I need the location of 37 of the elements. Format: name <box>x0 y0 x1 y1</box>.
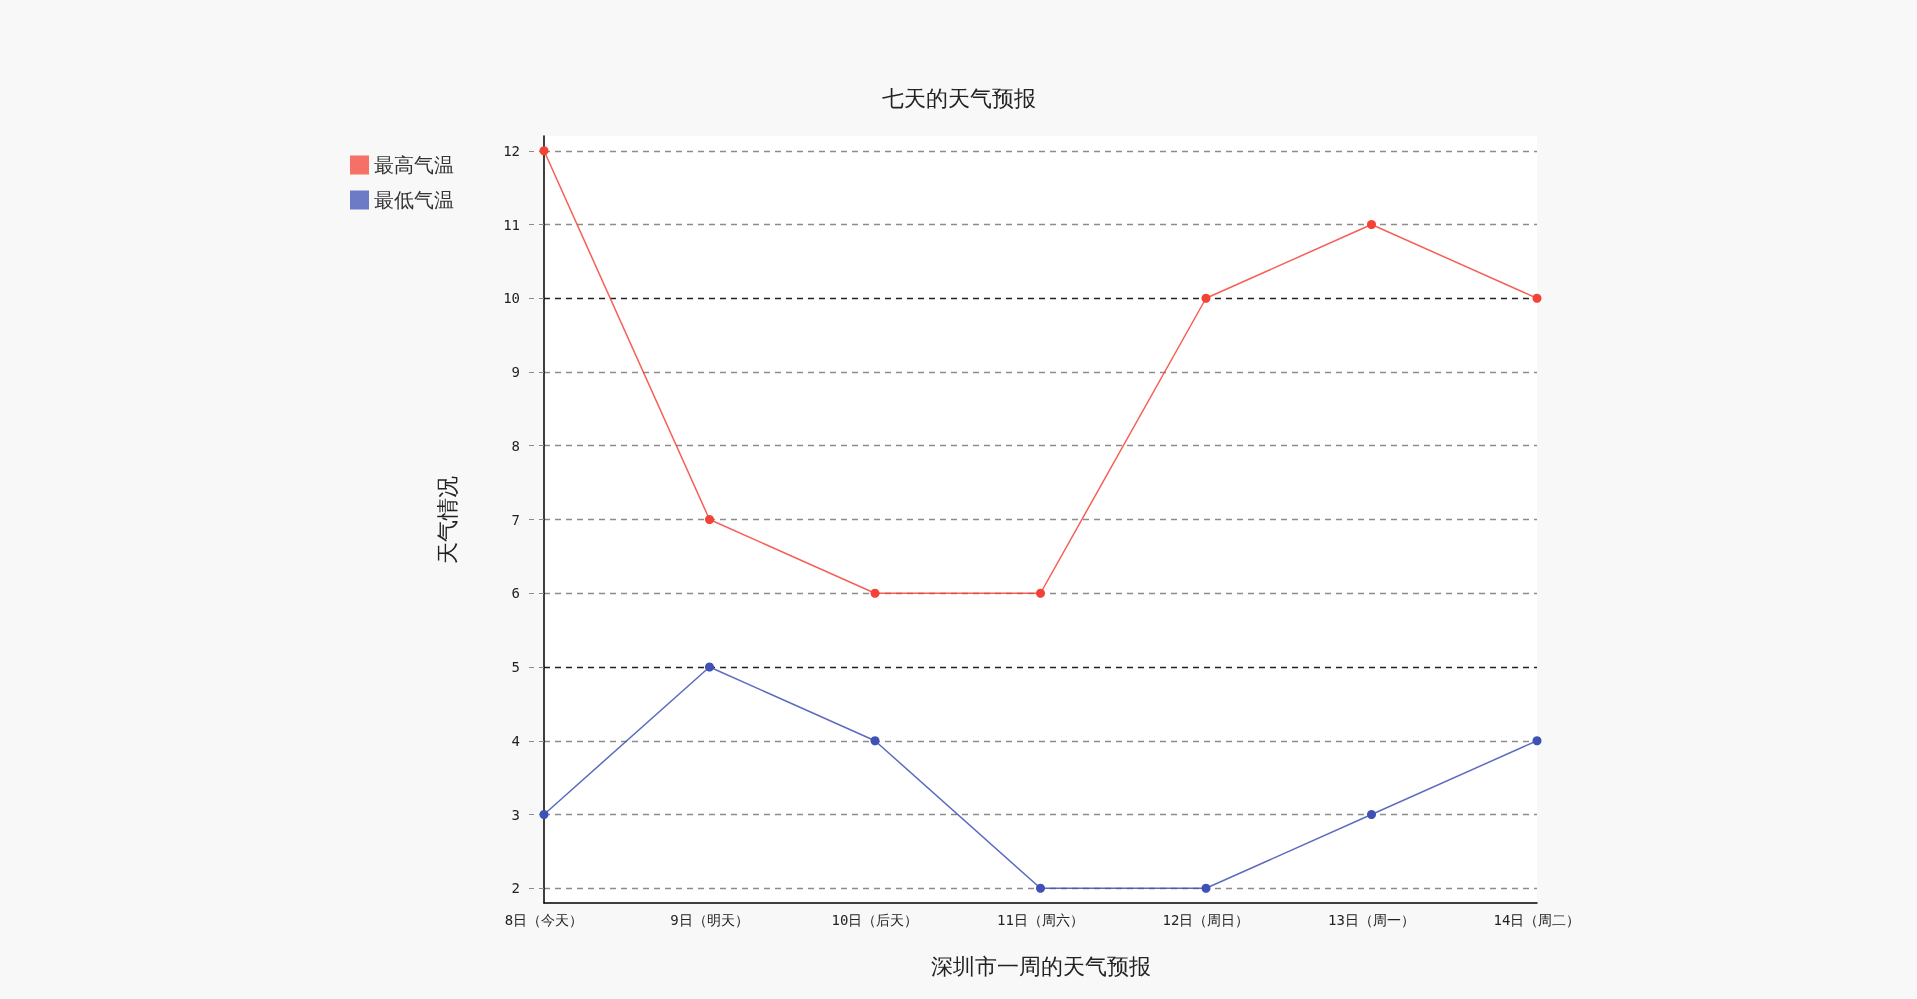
y-axis-title: 天气情况 <box>434 475 460 564</box>
point <box>539 146 549 156</box>
y-tick-label: 2 <box>511 880 520 897</box>
point <box>1201 883 1211 893</box>
point <box>1367 810 1376 819</box>
chart-title: 七天的天气预报 <box>881 85 1036 111</box>
x-tick-label: 9日（明天） <box>670 912 749 928</box>
x-tick-label: 12日（周日） <box>1162 912 1250 928</box>
point <box>1532 736 1542 746</box>
x-tick-label: 14日（周二） <box>1493 912 1581 928</box>
point <box>1036 588 1045 598</box>
x-tick-label: 13日（周一） <box>1328 912 1415 928</box>
y-tick-label: 3 <box>511 806 520 823</box>
x-tick-label: 10日（后天） <box>831 912 919 928</box>
point <box>1367 220 1376 229</box>
y-tick-label: 5 <box>511 659 520 675</box>
x-axis-title: 深圳市一周的天气预报 <box>930 953 1151 979</box>
point <box>1201 293 1211 303</box>
point <box>1036 883 1045 893</box>
point <box>1532 293 1542 303</box>
y-tick-label: 6 <box>511 585 520 602</box>
legend-label: 最高气温 <box>374 154 454 176</box>
x-tick-label: 8日（今天） <box>504 912 584 928</box>
point <box>705 515 714 524</box>
legend-label: 最低气温 <box>374 189 454 211</box>
x-tick-label: 11日（周六） <box>997 912 1084 928</box>
y-tick-label: 4 <box>511 732 520 749</box>
y-tick-label: 10 <box>503 290 520 307</box>
y-tick-label: 8 <box>511 437 520 454</box>
point <box>705 662 714 672</box>
y-tick-label: 9 <box>511 364 520 380</box>
y-tick-label: 12 <box>503 142 520 159</box>
y-tick-label: 11 <box>503 216 520 233</box>
y-tick-label: 7 <box>511 511 520 528</box>
point <box>870 736 880 746</box>
point <box>539 810 549 819</box>
point <box>870 588 880 598</box>
